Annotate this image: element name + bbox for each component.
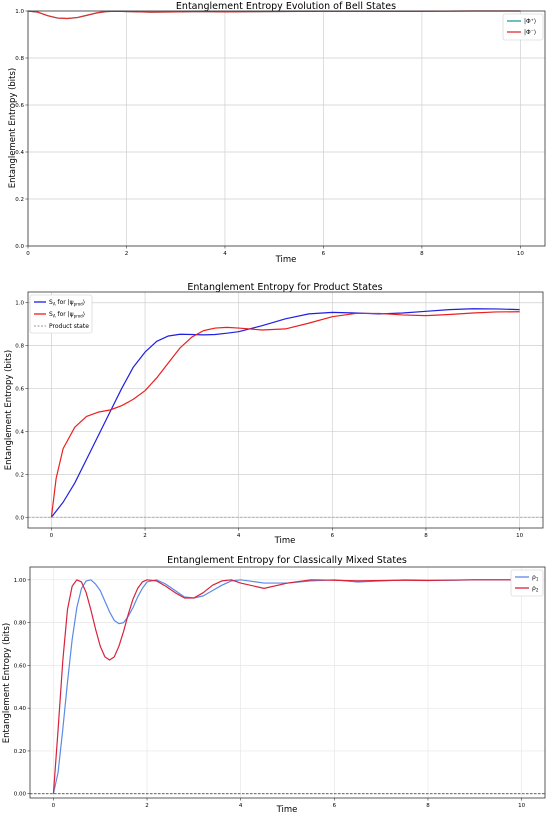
legend-label-phi-minus: |Φ⁻⟩ [524, 29, 536, 36]
y-tick-label: 0.80 [14, 621, 27, 627]
x-tick-label: 2 [125, 251, 129, 257]
series-lines [28, 308, 543, 518]
legend-label-blue: SA for |ψprod⟩ [49, 299, 85, 307]
y-tick-label: 0.0 [15, 244, 24, 250]
series-line-2 [50, 311, 520, 518]
x-tick-label: 8 [424, 533, 428, 539]
y-axis-label: Entanglement Entropy (bits) [4, 350, 14, 470]
series-line-1 [52, 579, 522, 794]
y-tick-label: 0.00 [14, 792, 27, 798]
grid [28, 292, 543, 528]
grid [30, 567, 545, 798]
y-tick-label: 0.2 [15, 472, 24, 478]
x-tick-label: 6 [333, 803, 337, 809]
legend-label-rho2: ρ2 [532, 585, 539, 593]
legend: SA for |ψprod⟩ SA for |ψprod⟩ Product st… [29, 294, 93, 334]
series-lines [30, 579, 545, 795]
legend-label-phi-plus: |Φ⁺⟩ [524, 18, 536, 25]
chart-title: Entanglement Entropy Evolution of Bell S… [176, 1, 396, 12]
x-tick-label: 2 [145, 803, 149, 809]
grid [27, 10, 545, 247]
y-tick-label: 1.0 [15, 9, 24, 15]
legend-label-product: Product state [49, 323, 89, 330]
x-tick-labels: 0 2 4 6 8 10 [26, 246, 524, 257]
x-tick-label: 10 [517, 251, 524, 257]
y-tick-labels: 0.0 0.2 0.4 0.6 0.8 1.0 [15, 301, 28, 521]
x-tick-label: 8 [420, 251, 424, 257]
y-tick-label: 0.40 [14, 706, 27, 712]
x-tick-label: 10 [518, 803, 525, 809]
y-tick-labels: 0.00 0.20 0.40 0.60 0.80 1.00 [14, 578, 30, 798]
x-tick-label: 8 [426, 803, 430, 809]
x-axis-label: Time [274, 536, 296, 546]
series-line-2 [27, 10, 521, 20]
x-tick-label: 4 [223, 251, 227, 257]
x-tick-label: 10 [516, 533, 523, 539]
y-tick-label: 0.6 [15, 387, 24, 393]
legend: |Φ⁺⟩ |Φ⁻⟩ [502, 13, 544, 41]
y-tick-label: 1.00 [14, 578, 27, 584]
chart-title: Entanglement Entropy for Classically Mix… [167, 555, 407, 566]
x-tick-labels: 0 2 4 6 8 10 [50, 528, 524, 539]
x-tick-label: 2 [143, 533, 147, 539]
legend-box [29, 294, 93, 334]
plot-frame [27, 291, 544, 529]
series-line-1 [50, 308, 520, 518]
x-tick-label: 4 [239, 803, 243, 809]
x-tick-label: 0 [50, 533, 54, 539]
y-tick-label: 0.20 [14, 749, 27, 755]
y-tick-label: 0.4 [15, 429, 24, 435]
panel-bell-states: Entanglement Entropy Evolution of Bell S… [8, 1, 546, 265]
x-tick-label: 0 [26, 251, 30, 257]
chart-title: Entanglement Entropy for Product States [187, 282, 382, 293]
panel-mixed-states: Entanglement Entropy for Classically Mix… [2, 555, 546, 815]
y-tick-label: 0.60 [14, 663, 27, 669]
y-tick-label: 1.0 [15, 301, 24, 307]
y-axis-label: Entanglement Entropy (bits) [2, 623, 12, 743]
y-axis-label: Entanglement Entropy (bits) [8, 68, 18, 188]
x-tick-label: 6 [322, 251, 326, 257]
series-lines [27, 10, 521, 20]
legend-box [502, 13, 544, 41]
series-line-2 [52, 579, 522, 794]
plot-frame [29, 566, 546, 799]
y-tick-label: 0.4 [15, 150, 24, 156]
x-axis-label: Time [276, 805, 298, 815]
x-axis-label: Time [275, 255, 297, 265]
x-tick-label: 4 [237, 533, 241, 539]
x-tick-label: 0 [52, 803, 56, 809]
legend-label-rho1: ρ1 [532, 574, 539, 582]
y-tick-label: 0.2 [15, 197, 24, 203]
y-tick-labels: 0.0 0.2 0.4 0.6 0.8 1.0 [15, 9, 28, 250]
x-tick-labels: 0 2 4 6 8 10 [52, 798, 526, 809]
y-tick-label: 0.8 [15, 344, 24, 350]
y-tick-label: 0.6 [15, 103, 24, 109]
y-tick-label: 0.8 [15, 56, 24, 62]
y-tick-label: 0.0 [15, 515, 24, 521]
x-tick-label: 6 [331, 533, 335, 539]
legend-label-red: SA for |ψprod⟩ [49, 311, 85, 319]
panel-product-states: Entanglement Entropy for Product States … [4, 282, 544, 546]
legend: ρ1 ρ2 [510, 569, 544, 597]
plot-frame [27, 10, 546, 247]
